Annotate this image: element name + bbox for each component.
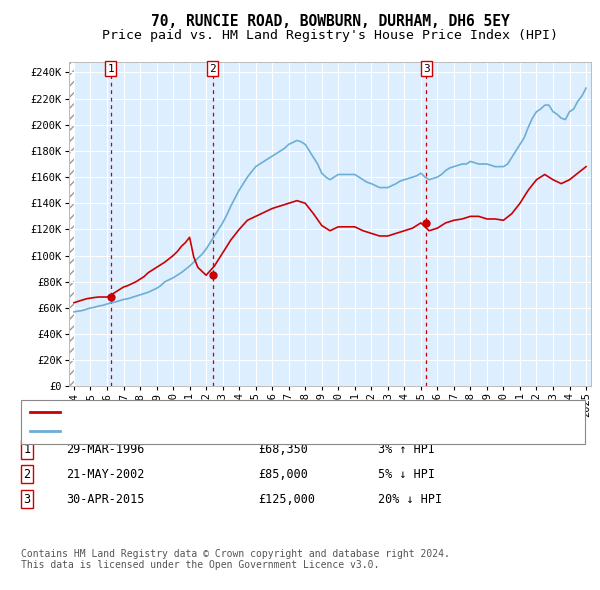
Text: £68,350: £68,350 <box>258 443 308 456</box>
Text: 3: 3 <box>423 64 430 74</box>
Text: 2: 2 <box>209 64 216 74</box>
Text: 20% ↓ HPI: 20% ↓ HPI <box>378 493 442 506</box>
Text: 3: 3 <box>23 493 31 506</box>
Text: 30-APR-2015: 30-APR-2015 <box>66 493 145 506</box>
Text: £85,000: £85,000 <box>258 468 308 481</box>
Text: 5% ↓ HPI: 5% ↓ HPI <box>378 468 435 481</box>
Text: 29-MAR-1996: 29-MAR-1996 <box>66 443 145 456</box>
Text: 70, RUNCIE ROAD, BOWBURN, DURHAM, DH6 5EY (detached house): 70, RUNCIE ROAD, BOWBURN, DURHAM, DH6 5E… <box>69 406 482 419</box>
Text: Price paid vs. HM Land Registry's House Price Index (HPI): Price paid vs. HM Land Registry's House … <box>102 29 558 42</box>
Text: HPI: Average price, detached house, County Durham: HPI: Average price, detached house, Coun… <box>69 425 418 438</box>
Text: 1: 1 <box>23 443 31 456</box>
Text: 2: 2 <box>23 468 31 481</box>
Text: 1: 1 <box>107 64 114 74</box>
Text: £125,000: £125,000 <box>258 493 315 506</box>
Text: 3% ↑ HPI: 3% ↑ HPI <box>378 443 435 456</box>
Bar <box>69 62 74 386</box>
Text: Contains HM Land Registry data © Crown copyright and database right 2024.
This d: Contains HM Land Registry data © Crown c… <box>21 549 450 570</box>
Text: 21-MAY-2002: 21-MAY-2002 <box>66 468 145 481</box>
Text: 70, RUNCIE ROAD, BOWBURN, DURHAM, DH6 5EY: 70, RUNCIE ROAD, BOWBURN, DURHAM, DH6 5E… <box>151 14 509 30</box>
